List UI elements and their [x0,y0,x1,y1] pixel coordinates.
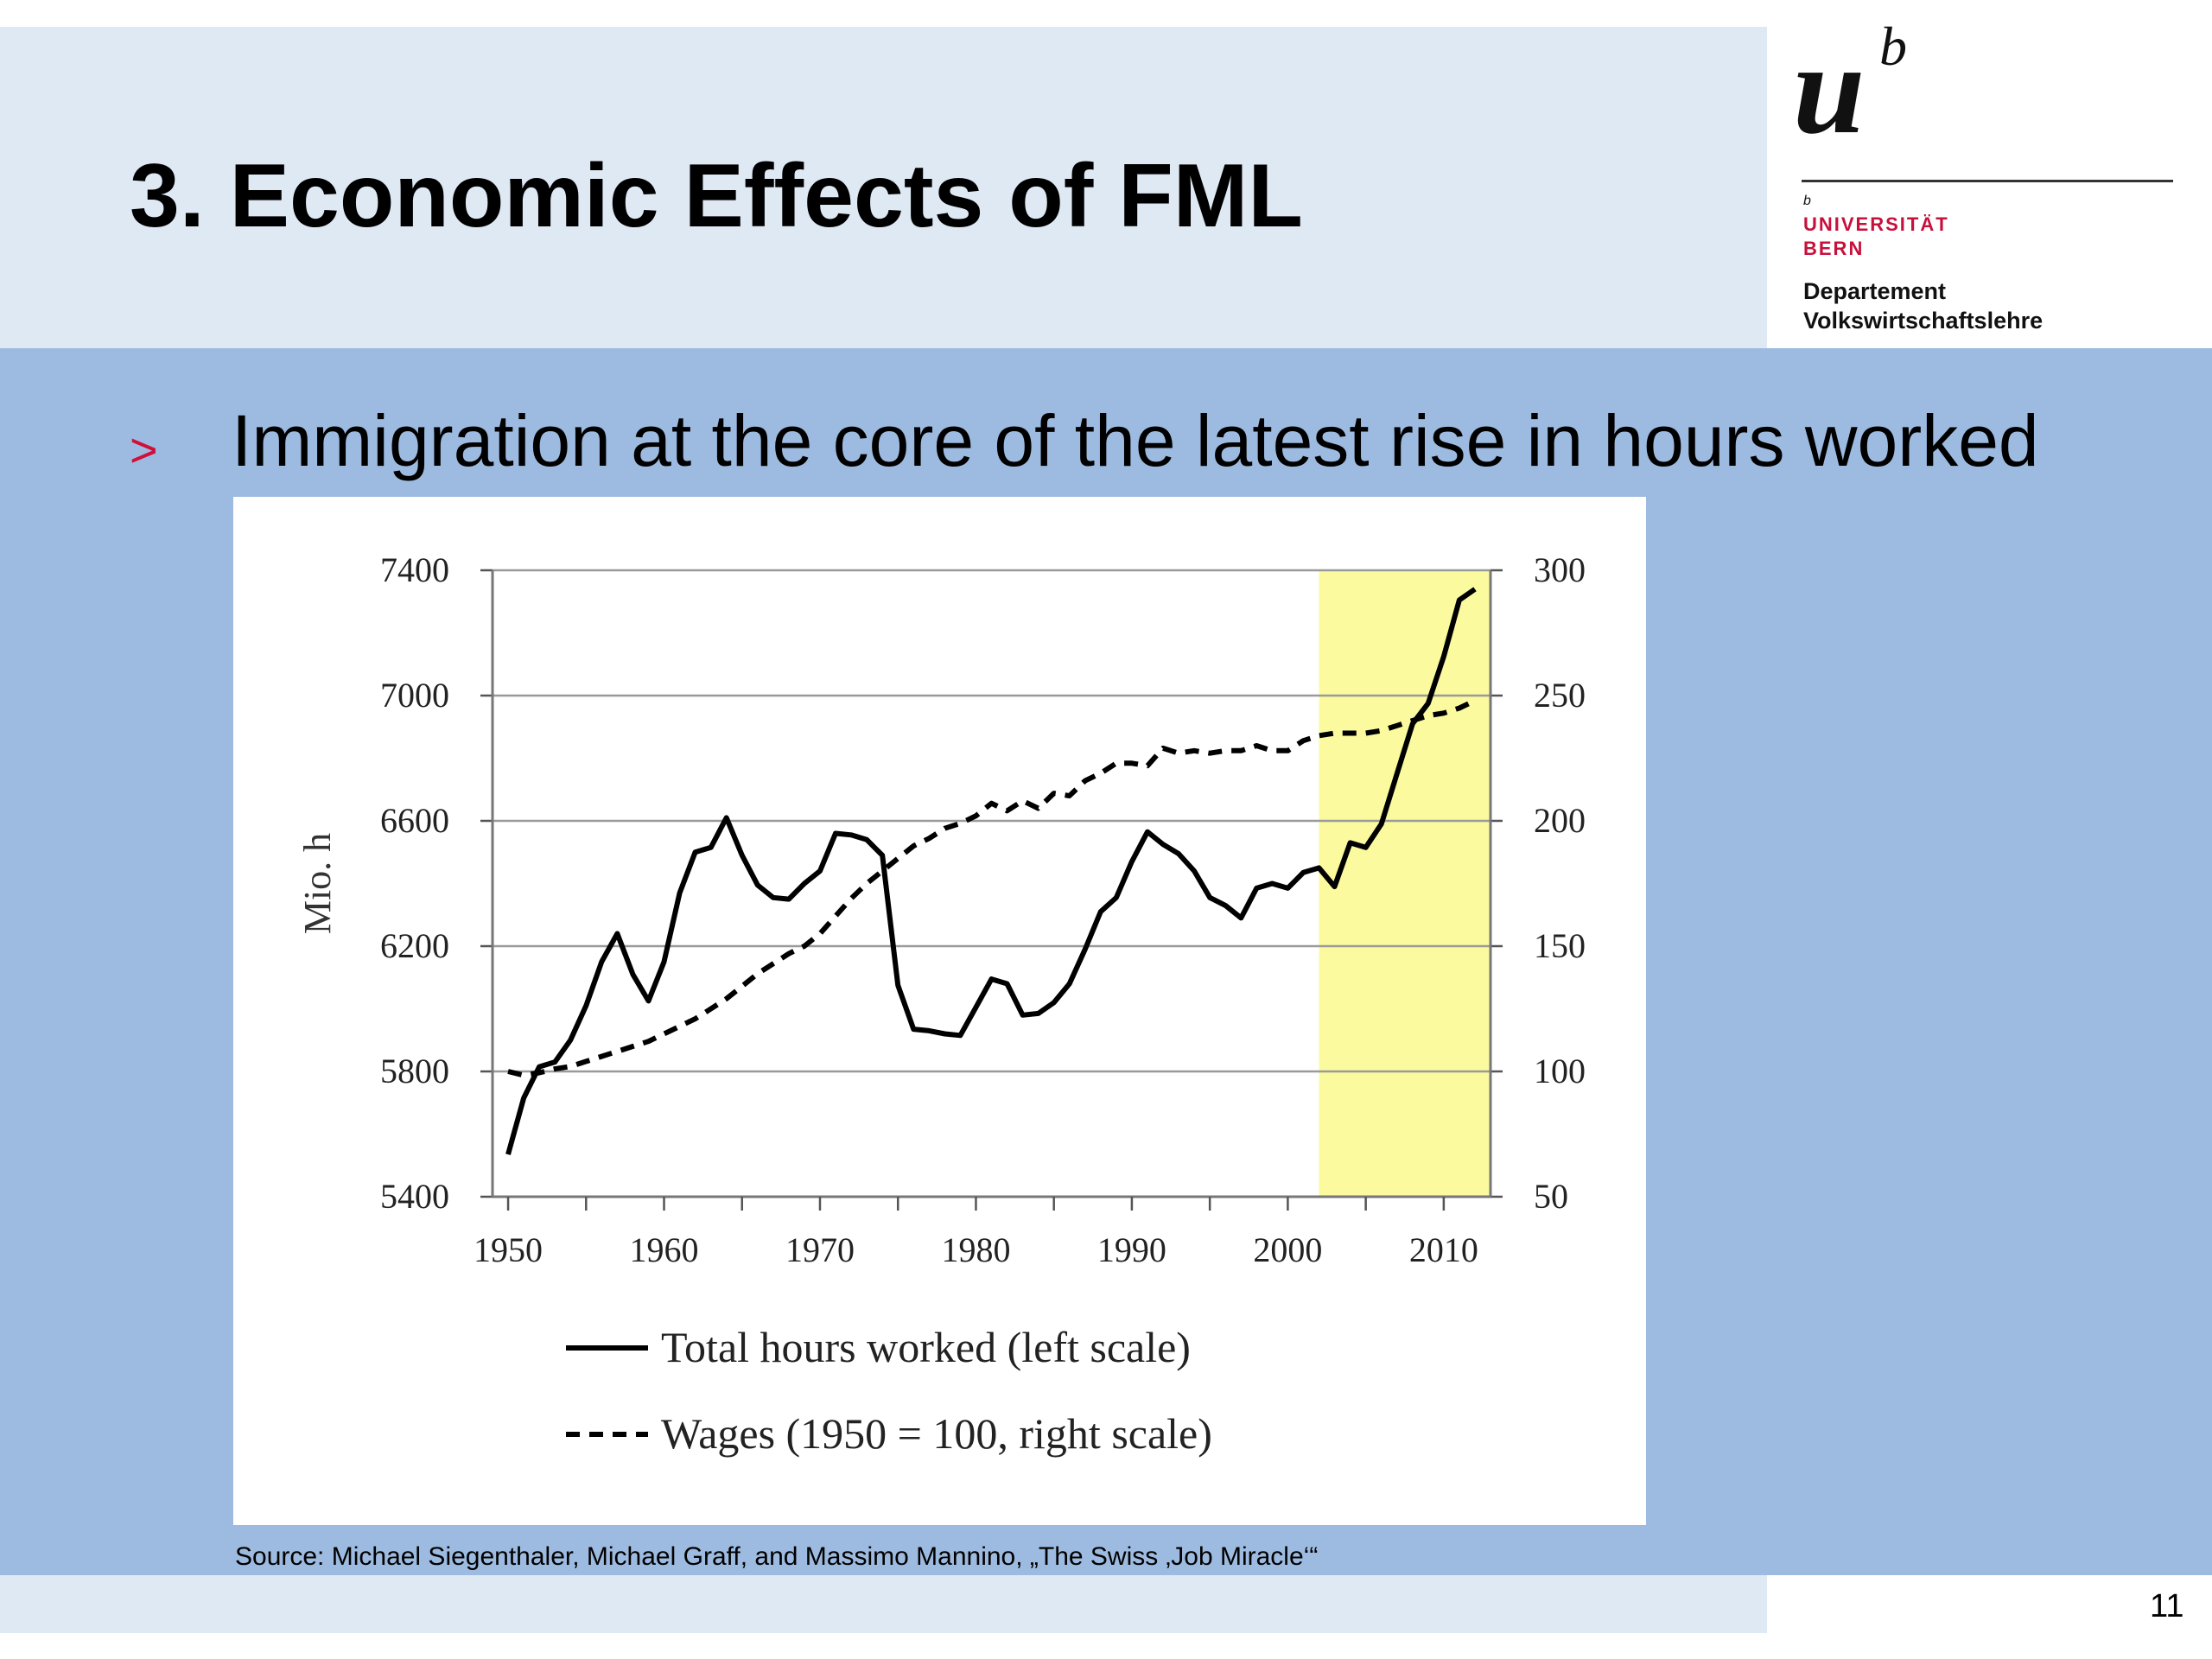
page-number: 11 [2150,1588,2184,1624]
department-name: Departement Volkswirtschaftslehre [1803,276,2043,335]
department-name-line2: Volkswirtschaftslehre [1803,308,2044,334]
bullet-text: Immigration at the core of the latest ri… [232,400,2039,481]
y-left-tick-label: 6200 [380,926,449,965]
y-right-tick-label: 50 [1534,1177,1568,1216]
logo-divider [1802,180,2173,182]
university-name-line2: BERN [1803,238,1865,259]
x-tick-label: 1980 [941,1230,1010,1269]
chart-svg: 5400 5800 6200 6600 7000 7400 50 100 150 200 250 30… [296,550,1586,1458]
wages-line [507,698,1477,1078]
header-band [0,27,1767,348]
y-right-tick-label: 200 [1534,801,1586,840]
x-tick-label: 2010 [1409,1230,1478,1269]
university-name-line1: UNIVERSITÄT [1803,213,1949,235]
x-tick-label: 2000 [1253,1230,1322,1269]
highlight-period [1319,570,1491,1197]
legend-label: Wages (1950 = 100, right scale) [661,1409,1212,1458]
total-hours-line [505,587,1477,1155]
source-citation: Source: Michael Siegenthaler, Michael Gr… [235,1542,1319,1571]
bullet-marker: > [130,423,158,477]
y-right-tick-label: 100 [1534,1052,1586,1090]
x-tick-label: 1970 [785,1230,855,1269]
y-right-tick-label: 250 [1534,676,1586,715]
y-left-tick-label: 6600 [380,801,449,840]
y-left-tick-label: 5800 [380,1052,449,1090]
x-tick-label: 1960 [630,1230,699,1269]
logo-mark-b: b [1879,16,1907,77]
footer-band [0,1575,1767,1633]
x-tick-label: 1950 [474,1230,543,1269]
y-left-tick-label: 5400 [380,1177,449,1216]
y-right-tick-label: 150 [1534,926,1586,965]
y-left-tick-label: 7000 [380,676,449,715]
university-name: UNIVERSITÄT BERN [1803,213,1949,261]
y-right-tick-label: 300 [1534,550,1586,589]
logo-mark-u: u [1793,17,1866,161]
logo-small-b: b [1803,194,1811,208]
y-left-tick-label: 7400 [380,550,449,589]
legend-label: Total hours worked (left scale) [661,1323,1191,1371]
chart-figure: 5400 5800 6200 6600 7000 7400 50 100 150 200 250 30… [233,497,1646,1525]
x-tick-label: 1990 [1097,1230,1166,1269]
university-logo: u b b UNIVERSITÄT BERN Departement Volks… [1793,17,2199,346]
y-axis-title: Mio. h [296,833,339,934]
department-name-line1: Departement [1803,278,1947,304]
slide-title: 3. Economic Effects of FML [130,146,1303,246]
